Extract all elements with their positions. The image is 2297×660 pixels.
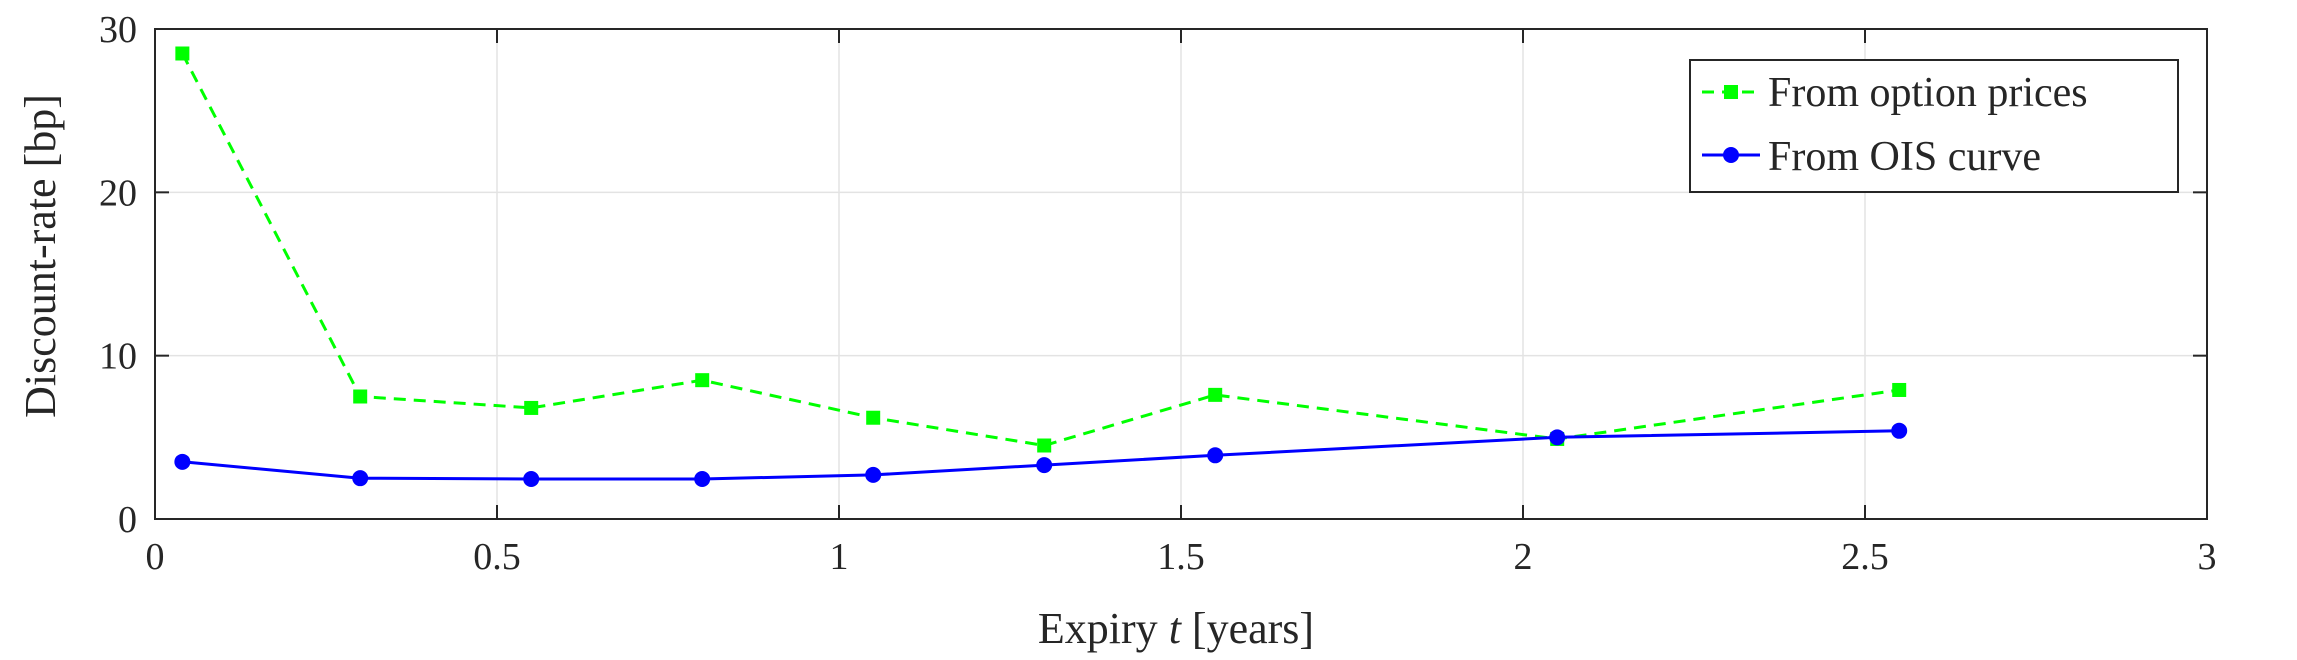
data-point	[1892, 382, 1907, 397]
axis-ticks	[154, 28, 2208, 520]
data-point	[1036, 457, 1053, 474]
data-point	[695, 373, 710, 388]
x-tick-label: 2	[1514, 536, 1533, 578]
data-point	[1549, 429, 1566, 446]
y-tick-label: 10	[99, 336, 137, 378]
series-layer	[174, 46, 1908, 487]
y-tick-label: 30	[99, 9, 137, 51]
series-option-prices	[175, 46, 1907, 453]
y-axis-label: Discount-rate [bp]	[16, 94, 65, 418]
y-tick-label: 0	[118, 499, 137, 541]
data-point	[1891, 422, 1908, 439]
data-point	[865, 466, 882, 483]
data-point	[1208, 387, 1223, 402]
x-tick-label: 0	[146, 536, 165, 578]
legend-label-ois-curve: From OIS curve	[1768, 134, 2041, 180]
x-tick-label: 1.5	[1157, 536, 1205, 578]
legend: From option prices From OIS curve	[1689, 59, 2179, 193]
legend-marker-option-prices	[1724, 85, 1738, 99]
data-point	[174, 453, 191, 470]
data-point	[1207, 447, 1224, 464]
data-point	[353, 389, 368, 404]
data-point	[1037, 438, 1052, 453]
x-tick-label: 2.5	[1841, 536, 1889, 578]
legend-marker-ois-curve	[1723, 147, 1739, 163]
data-point	[352, 470, 369, 487]
data-point	[523, 470, 540, 487]
x-tick-label: 0.5	[473, 536, 521, 578]
data-point	[524, 400, 539, 415]
x-tick-label: 3	[2198, 536, 2217, 578]
y-tick-label: 20	[99, 172, 137, 214]
x-axis-label: Expiry t [years]	[1038, 604, 1314, 653]
series-ois-curve	[174, 422, 1908, 487]
legend-box	[1689, 59, 2179, 193]
data-point	[175, 46, 190, 61]
data-point	[694, 470, 711, 487]
legend-label-option-prices: From option prices	[1768, 70, 2088, 116]
data-point	[866, 410, 881, 425]
x-tick-label: 1	[830, 536, 849, 578]
series-line	[181, 52, 1900, 448]
